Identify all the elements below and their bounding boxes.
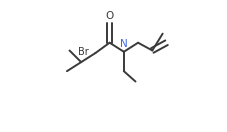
Text: Br: Br xyxy=(78,47,88,57)
Text: O: O xyxy=(106,11,114,21)
Text: N: N xyxy=(120,39,128,49)
